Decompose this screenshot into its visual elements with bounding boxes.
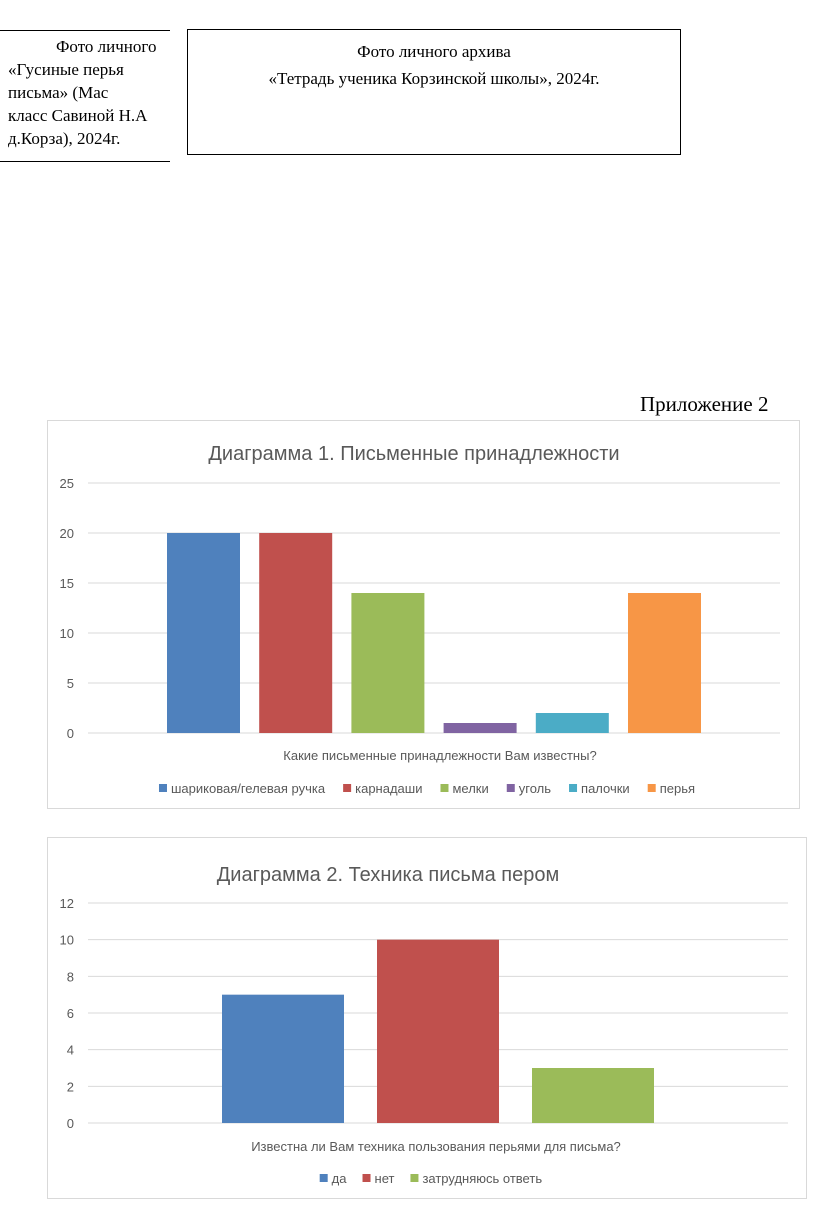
bar [222,994,344,1123]
bar [535,713,609,733]
legend-label: перья [660,781,695,796]
caption-title: Фото личного архива [357,42,511,61]
legend-label: уголь [519,781,551,796]
legend-label: затрудняюсь ответь [422,1171,542,1186]
chart-2: Диаграмма 2. Техника письма пером 0 2 4 6 8 10… [47,837,807,1199]
bar [377,939,499,1123]
legend-swatch [506,784,515,792]
y-tick-label: 20 [60,526,74,541]
legend-label: нет [375,1171,395,1186]
caption-subtitle: «Тетрадь ученика Корзинской школы», 2024… [268,69,600,88]
y-tick-label: 5 [67,676,74,691]
legend-label: шариковая/гелевая ручка [171,781,326,796]
cropped-photo-caption: Фото личного «Гусиные перья письма» (Мас… [0,30,170,162]
y-tick-label: 25 [60,476,74,491]
y-tick-label: 10 [60,933,74,948]
chart-1-svg: Диаграмма 1. Письменные принадлежности 0 5… [60,443,780,796]
y-tick-label: 0 [67,726,74,741]
y-tick-label: 0 [67,1116,74,1131]
legend-swatch [362,1174,371,1182]
legend-label: да [332,1171,348,1186]
y-tick-label: 2 [67,1079,74,1094]
x-axis-title: Какие письменные принадлежности Вам изве… [283,748,596,763]
x-axis-title: Известна ли Вам техника пользования перь… [251,1139,621,1154]
caption-line: д.Корза), 2024г. [8,129,121,148]
bar [259,533,333,733]
chart-2-svg: Диаграмма 2. Техника письма пером 0 2 4 6 8 10… [60,864,788,1186]
caption-line: Фото личного [56,37,157,56]
legend-swatch [343,784,352,792]
legend-swatch [569,784,578,792]
bar [532,1068,654,1123]
y-tick-label: 4 [67,1043,74,1058]
chart-title: Диаграмма 1. Письменные принадлежности [208,443,619,465]
appendix-label: Приложение 2 [640,392,769,416]
legend-label: карнадаши [355,781,422,796]
y-tick-label: 8 [67,969,74,984]
chart-1: Диаграмма 1. Письменные принадлежности 0 5… [47,420,800,809]
y-tick-label: 15 [60,576,74,591]
legend: шариковая/гелевая ручка карнадаши мелки уго… [158,781,695,796]
legend-label: палочки [581,781,630,796]
y-tick-label: 10 [60,626,74,641]
legend: да нет затрудняюсь ответь [319,1171,542,1186]
legend-swatch [440,784,449,792]
chart-title: Диаграмма 2. Техника письма пером [217,864,559,886]
legend-label: мелки [452,781,488,796]
bar [167,533,240,733]
legend-swatch [158,784,167,792]
y-tick-label: 12 [60,896,74,911]
caption-line: письма» (Мас [8,83,109,102]
bar [628,593,701,733]
caption-line: класс Савиной Н.А [8,106,148,125]
legend-swatch [647,784,656,792]
y-tick-label: 6 [67,1006,74,1021]
legend-swatch [319,1174,328,1182]
bar [351,593,425,733]
photo-caption-box: Фото личного архива «Тетрадь ученика Кор… [187,29,681,155]
caption-line: «Гусиные перья [8,60,124,79]
bar [443,723,517,733]
legend-swatch [410,1174,419,1182]
